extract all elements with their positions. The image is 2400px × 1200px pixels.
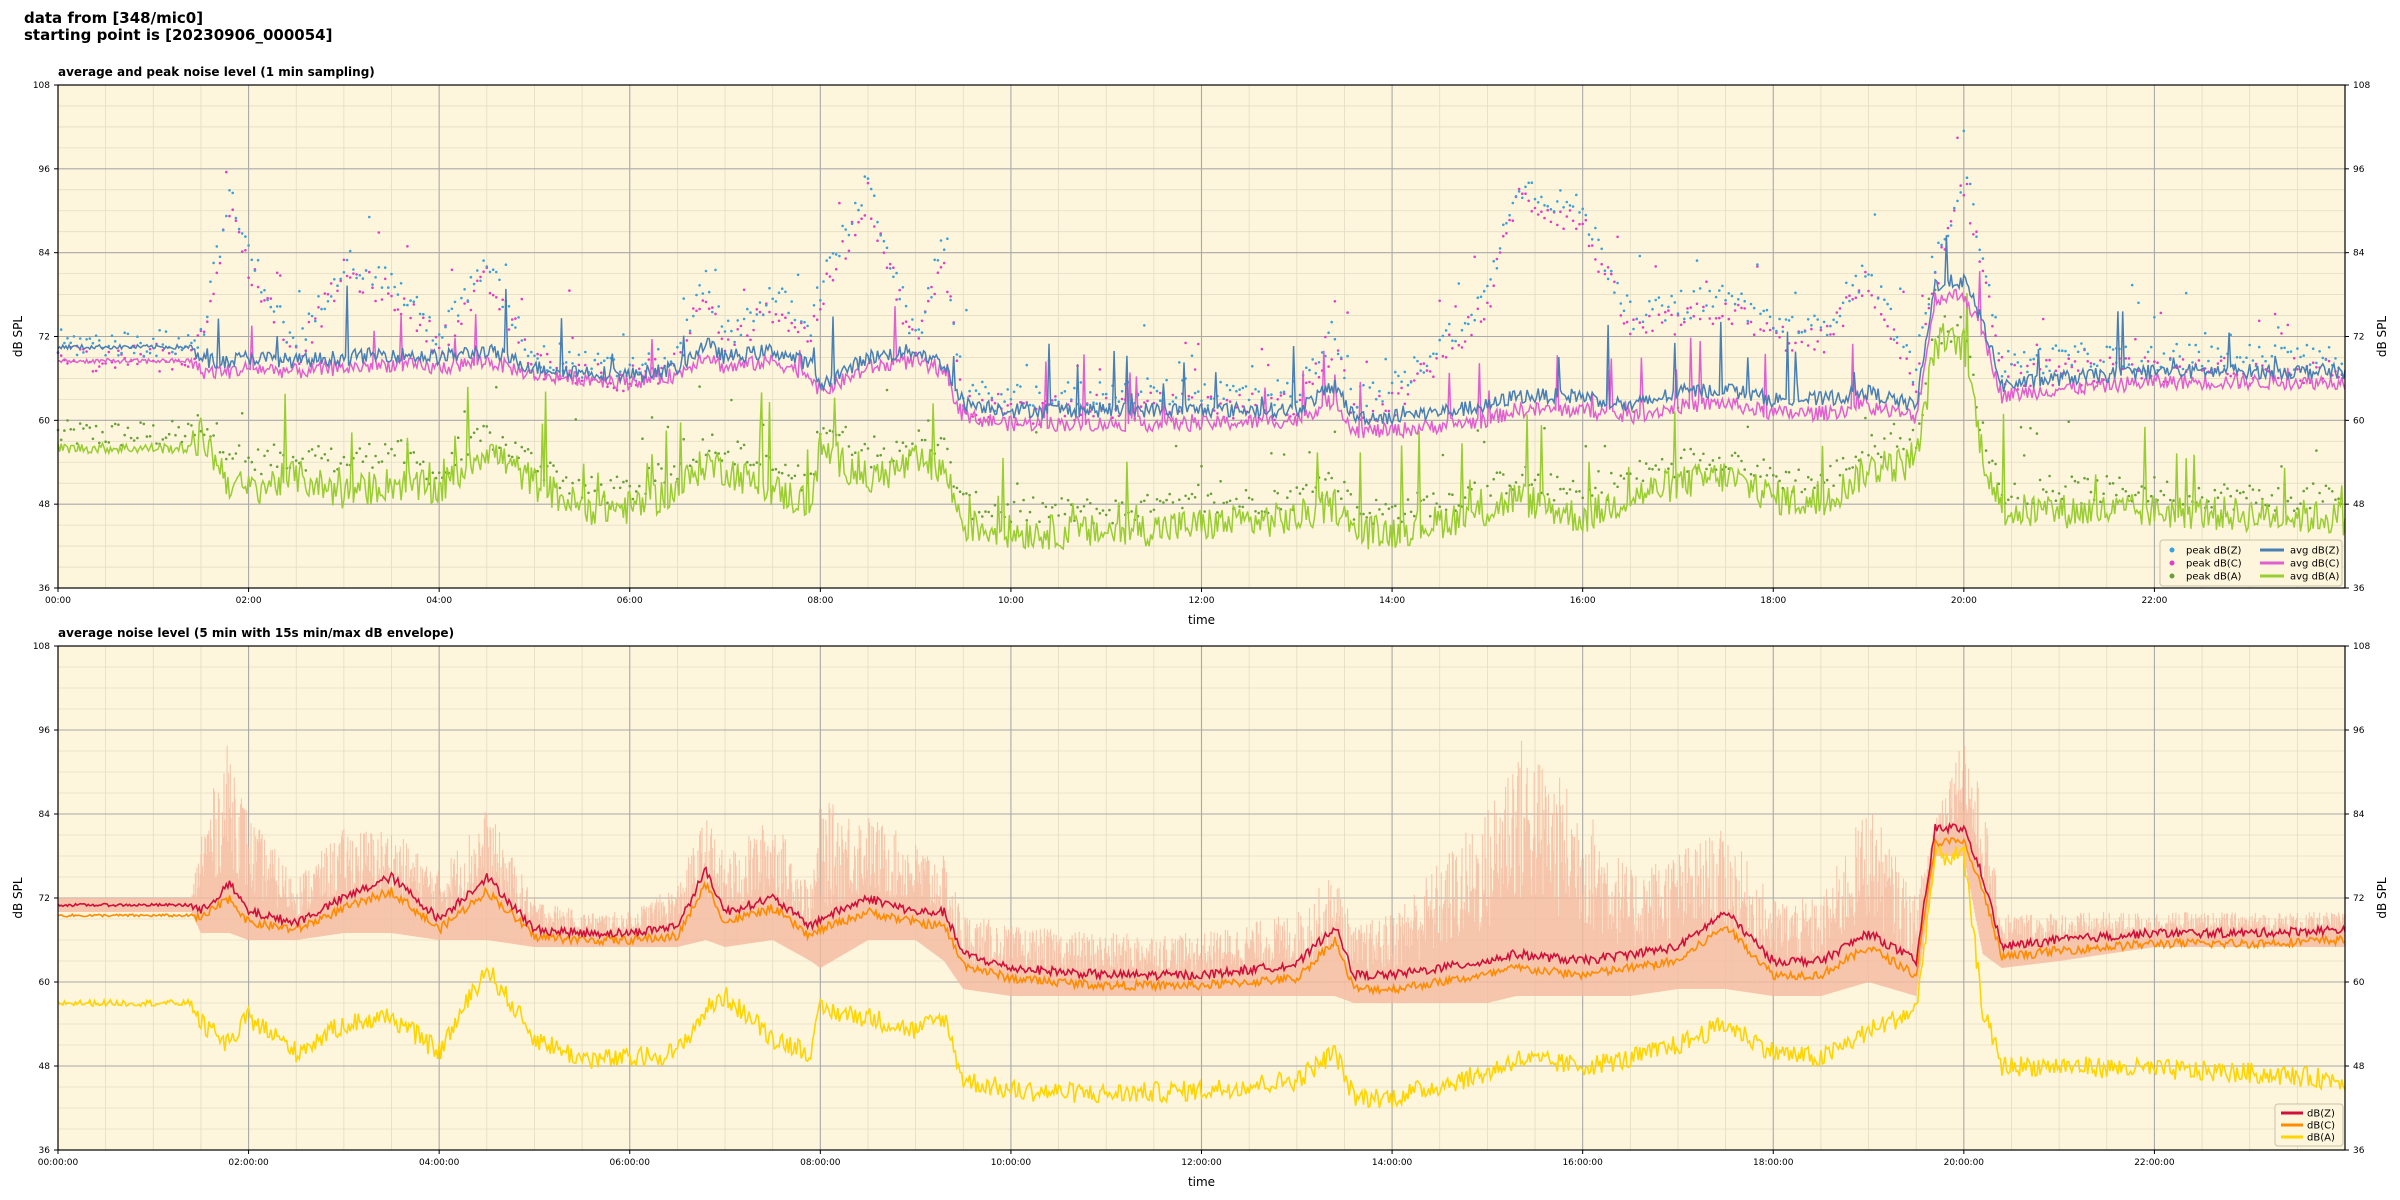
xtick-label: 06:00	[617, 596, 643, 606]
xtick-label: 20:00	[1951, 596, 1977, 606]
xtick-label: 14:00	[1379, 596, 1405, 606]
legend-label: peak dB(A)	[2186, 572, 2242, 583]
xtick-label: 22:00:00	[2134, 1158, 2175, 1168]
xtick-label: 22:00	[2141, 596, 2167, 606]
legend-label: avg dB(Z)	[2290, 546, 2340, 557]
xtick-label: 02:00	[236, 596, 262, 606]
header-start: starting point is [20230906_000054]	[24, 26, 333, 44]
xtick-label: 00:00	[45, 596, 71, 606]
legend-label: avg dB(C)	[2290, 559, 2340, 570]
panel-title: average and peak noise level (1 min samp…	[58, 65, 375, 79]
legend-marker	[2169, 547, 2175, 553]
xtick-label: 04:00	[426, 596, 452, 606]
avg-dba-line	[57, 292, 2346, 551]
legend-marker	[2169, 573, 2175, 579]
panel-title: average noise level (5 min with 15s min/…	[58, 626, 454, 640]
ytick-label: 84	[39, 810, 51, 820]
ytick-label-right: 72	[2353, 894, 2364, 904]
legend-box	[2159, 539, 2343, 587]
legend-label: peak dB(C)	[2186, 559, 2242, 570]
legend-marker	[2169, 560, 2175, 566]
ytick-label: 72	[39, 894, 50, 904]
page-header: data from [348/mic0] starting point is […	[24, 10, 332, 44]
ytick-label-right: 60	[2353, 416, 2365, 426]
y-axis-label-right: dB SPL	[2375, 316, 2389, 358]
panel-1: 36 36 48 48 60 60 72 72 84 84 96 96 108 108 00:00 02:00…	[11, 65, 2389, 627]
panel-2: 36 36 48 48 60 60 72 72 84 84 96 96 108 108 00:00:00 02…	[11, 626, 2389, 1189]
xtick-label: 12:00:00	[1181, 1158, 1222, 1168]
peak-dba-points	[56, 288, 2344, 526]
ytick-label: 48	[39, 500, 51, 510]
ytick-label: 36	[39, 1146, 51, 1156]
xtick-label: 14:00:00	[1372, 1158, 1413, 1168]
ytick-label-right: 108	[2353, 642, 2370, 652]
ytick-label: 84	[39, 249, 51, 259]
ytick-label: 60	[39, 978, 51, 988]
y-axis-label: dB SPL	[11, 316, 25, 358]
ytick-label: 60	[39, 416, 51, 426]
ytick-label: 96	[39, 165, 51, 175]
major-grid	[58, 85, 2345, 588]
header-source: data from [348/mic0]	[24, 9, 204, 27]
ytick-label-right: 72	[2353, 333, 2364, 343]
xtick-label: 16:00:00	[1562, 1158, 1603, 1168]
xtick-label: 00:00:00	[38, 1158, 79, 1168]
legend-label: dB(C)	[2307, 1121, 2335, 1132]
xtick-label: 08:00	[807, 596, 833, 606]
dbz-line	[57, 821, 2346, 982]
ytick-label-right: 60	[2353, 978, 2365, 988]
legend-label: dB(Z)	[2307, 1109, 2335, 1120]
xtick-label: 06:00:00	[610, 1158, 651, 1168]
ytick-label-right: 96	[2353, 726, 2365, 736]
peak-dbz-points	[56, 129, 2344, 414]
ytick-label-right: 36	[2353, 1146, 2365, 1156]
y-axis-label: dB SPL	[11, 877, 25, 919]
xtick-label: 18:00	[1760, 596, 1786, 606]
ytick-label-right: 36	[2353, 584, 2365, 594]
tick-labels: 36 36 48 48 60 60 72 72 84 84 96 96 108 108 00:00:00 02…	[33, 642, 2371, 1168]
legend-label: peak dB(Z)	[2186, 546, 2242, 557]
ytick-label: 96	[39, 726, 51, 736]
legend-label: avg dB(A)	[2290, 572, 2340, 583]
xtick-label: 16:00	[1570, 596, 1596, 606]
xtick-label: 04:00:00	[419, 1158, 460, 1168]
ytick-label-right: 96	[2353, 165, 2365, 175]
ytick-label-right: 84	[2353, 249, 2365, 259]
ytick-label: 108	[33, 81, 50, 91]
ytick-label-right: 48	[2353, 1062, 2365, 1072]
x-axis-label: time	[1188, 1175, 1215, 1189]
ytick-label: 72	[39, 333, 50, 343]
xtick-label: 10:00:00	[991, 1158, 1032, 1168]
ytick-label: 36	[39, 584, 51, 594]
xtick-label: 08:00:00	[800, 1158, 841, 1168]
xtick-label: 10:00	[998, 596, 1024, 606]
dbc-line	[57, 837, 2346, 996]
legend: dB(Z)dB(C)dB(A)	[2274, 1103, 2344, 1147]
tick-labels: 36 36 48 48 60 60 72 72 84 84 96 96 108 108 00:00 02:00…	[33, 81, 2371, 606]
major-grid	[58, 646, 2345, 1150]
avg-dbz-line	[57, 235, 2346, 427]
legend: peak dB(Z) peak dB(C) peak dB(A) avg dB(Z) a…	[2159, 539, 2343, 587]
legend-label: dB(A)	[2307, 1133, 2335, 1144]
xtick-label: 02:00:00	[228, 1158, 269, 1168]
x-axis-label: time	[1188, 613, 1215, 627]
ytick-label-right: 84	[2353, 810, 2365, 820]
ytick-label: 108	[33, 642, 50, 652]
ytick-label-right: 108	[2353, 81, 2370, 91]
xtick-label: 12:00	[1189, 596, 1215, 606]
dba-line	[57, 844, 2346, 1109]
ytick-label-right: 48	[2353, 500, 2365, 510]
ytick-label: 48	[39, 1062, 51, 1072]
xtick-label: 18:00:00	[1753, 1158, 1794, 1168]
y-axis-label-right: dB SPL	[2375, 877, 2389, 919]
xtick-label: 20:00:00	[1944, 1158, 1985, 1168]
